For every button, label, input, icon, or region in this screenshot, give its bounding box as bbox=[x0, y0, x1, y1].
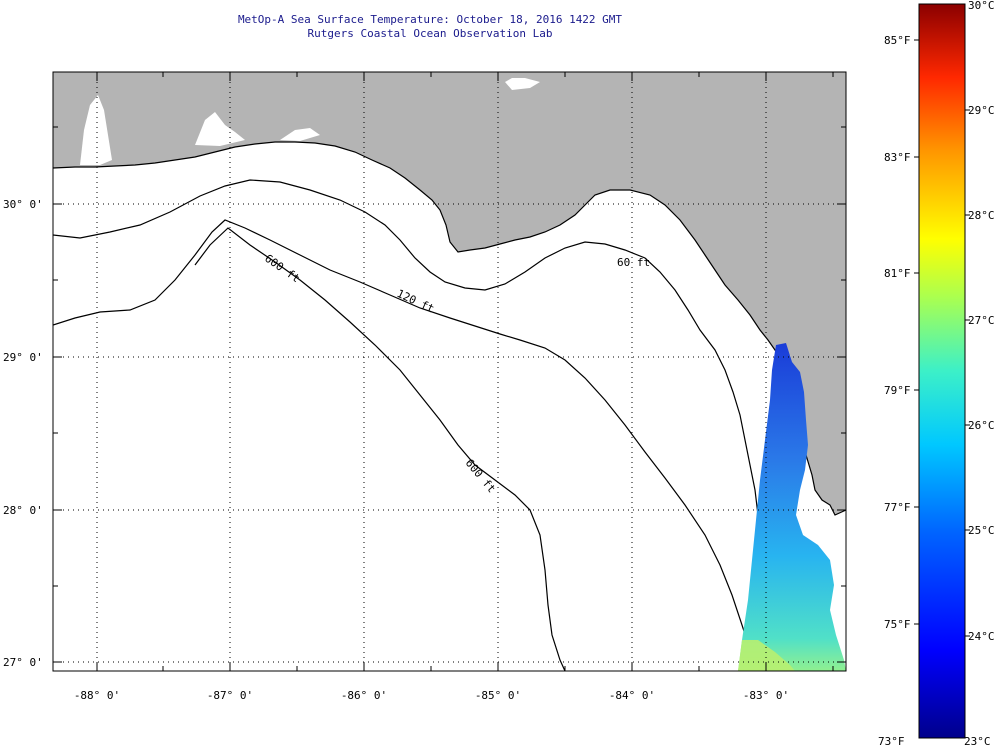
colorbar-label-c: 27°C bbox=[968, 314, 995, 327]
contour-600ft bbox=[194, 227, 566, 671]
colorbar-label-c: 28°C bbox=[968, 209, 995, 222]
colorbar-label-f: 77°F bbox=[884, 501, 911, 514]
colorbar-ticks bbox=[914, 39, 970, 637]
lat-label: 28° 0' bbox=[3, 504, 43, 517]
map-title: MetOp-A Sea Surface Temperature: October… bbox=[237, 13, 623, 26]
graticule bbox=[53, 72, 846, 671]
lon-label: -87° 0' bbox=[207, 689, 253, 702]
lon-label: -83° 0' bbox=[743, 689, 789, 702]
lake bbox=[505, 78, 540, 90]
lon-label: -88° 0' bbox=[74, 689, 120, 702]
bay bbox=[80, 95, 112, 165]
lat-label: 27° 0' bbox=[3, 656, 43, 669]
colorbar-label-c: 23°C bbox=[964, 735, 991, 748]
contour-120ft bbox=[53, 219, 757, 671]
colorbar-label-c: 29°C bbox=[968, 104, 995, 117]
colorbar-label-f: 75°F bbox=[884, 618, 911, 631]
colorbar-label-c: 25°C bbox=[968, 524, 995, 537]
sst-swath bbox=[738, 343, 846, 671]
bay bbox=[195, 112, 245, 146]
colorbar-label-c: 30°C bbox=[968, 0, 995, 12]
bay bbox=[280, 128, 320, 141]
map-frame bbox=[52, 71, 847, 672]
map-subtitle: Rutgers Coastal Ocean Observation Lab bbox=[307, 27, 553, 40]
lon-label: -86° 0' bbox=[341, 689, 387, 702]
colorbar-label-c: 26°C bbox=[968, 419, 995, 432]
lon-label: -85° 0' bbox=[475, 689, 521, 702]
lat-label: 29° 0' bbox=[3, 351, 43, 364]
lon-label: -84° 0' bbox=[609, 689, 655, 702]
contour-label-60: 60 ft bbox=[617, 256, 650, 269]
colorbar bbox=[918, 3, 966, 739]
colorbar-label-f: 83°F bbox=[884, 151, 911, 164]
sst-warm-patch bbox=[738, 640, 795, 671]
lat-label: 30° 0' bbox=[3, 198, 43, 211]
contour-60ft bbox=[53, 179, 826, 671]
colorbar-label-c: 24°C bbox=[968, 630, 995, 643]
ticks bbox=[53, 72, 846, 671]
land-mass bbox=[53, 72, 846, 515]
colorbar-label-f: 73°F bbox=[878, 735, 905, 748]
colorbar-label-f: 79°F bbox=[884, 384, 911, 397]
colorbar-label-f: 85°F bbox=[884, 34, 911, 47]
colorbar-label-f: 81°F bbox=[884, 267, 911, 280]
